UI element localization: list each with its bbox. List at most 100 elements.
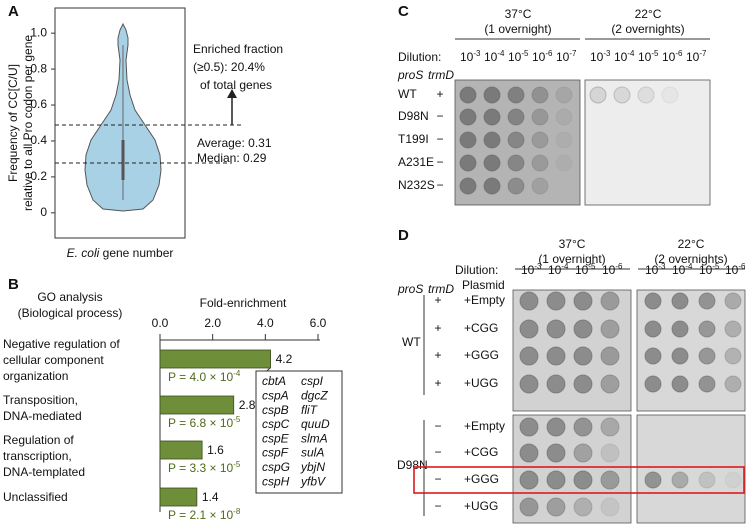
trmD-status: − — [436, 109, 443, 123]
column-header: trmD — [428, 282, 454, 296]
plasmid: +UGG — [464, 499, 498, 513]
annotation: Median: 0.29 — [197, 151, 267, 165]
colony-spot — [644, 347, 662, 365]
chart-title: GO analysis — [37, 290, 102, 304]
colony-spot — [573, 346, 593, 366]
condition-temp: 37°C — [505, 7, 532, 21]
annotation: Average: 0.31 — [197, 136, 272, 150]
colony-spot — [600, 470, 620, 490]
plasmid: +CGG — [464, 445, 498, 459]
colony-spot — [573, 374, 593, 394]
dilution-label: Dilution: — [398, 50, 441, 64]
dilution-base: 10 — [521, 263, 535, 277]
dilution-base: 10 — [548, 263, 562, 277]
plate — [584, 79, 711, 206]
colony-spot — [546, 374, 566, 394]
colony-spot — [555, 131, 573, 149]
colony-spot — [724, 320, 742, 338]
plasmid: +CGG — [464, 321, 498, 335]
dilution: 10-3 — [460, 49, 481, 65]
category-text: Transposition, DNA-mediated — [3, 393, 82, 423]
gene-name: cspB — [262, 403, 289, 417]
dilution-exp: -3 — [603, 49, 611, 58]
colony-spot — [531, 86, 549, 104]
x-tick-label: 2.0 — [204, 316, 221, 330]
colony-spot — [573, 470, 593, 490]
colony-spot — [546, 319, 566, 339]
colony-spot — [613, 86, 631, 104]
column-header: proS — [397, 68, 423, 82]
colony-spot — [459, 177, 477, 195]
value-label: 2.8 — [239, 398, 256, 412]
colony-spot — [507, 131, 525, 149]
category-label: Regulation of transcription, DNA-templat… — [3, 433, 86, 479]
colony-spot — [507, 86, 525, 104]
p-value-text: P = 2.1 × 10 — [168, 508, 233, 522]
plate — [636, 414, 746, 524]
dilution-base: 10 — [602, 263, 616, 277]
colony-spot — [573, 443, 593, 463]
colony-spot — [531, 108, 549, 126]
colony-spot — [671, 347, 689, 365]
p-value-text: P = 6.8 × 10 — [168, 416, 233, 430]
gene-name: slmA — [301, 431, 328, 445]
trmD-status: + — [436, 87, 443, 101]
colony-spot — [724, 347, 742, 365]
colony-spot — [573, 497, 593, 517]
colony-spot — [724, 375, 742, 393]
dilution-exp: -4 — [627, 49, 635, 58]
dilution-exp: -6 — [545, 49, 553, 58]
dilution-exp: -7 — [569, 49, 577, 58]
dilution: 10-4 — [614, 49, 635, 65]
strain: N232S — [398, 178, 435, 192]
trmD-status: − — [436, 132, 443, 146]
dilution-base: 10 — [672, 263, 686, 277]
dilution-exp: -3 — [534, 262, 542, 271]
dilution-base: 10 — [556, 50, 570, 64]
colony-spot — [724, 292, 742, 310]
dilution: 10-6 — [532, 49, 553, 65]
colony-spot — [600, 443, 620, 463]
dilution-base: 10 — [662, 50, 676, 64]
colony-spot — [671, 292, 689, 310]
gene-name: quuD — [301, 417, 330, 431]
dilution-base: 10 — [532, 50, 546, 64]
y-axis-label: Frequency of CC[C/U] — [6, 64, 20, 182]
strain: WT — [398, 87, 417, 101]
dilution: 10-7 — [686, 49, 707, 65]
colony-spot — [698, 320, 716, 338]
trmD-status: + — [434, 293, 441, 307]
colony-spot — [546, 470, 566, 490]
gene-name: ybjN — [300, 460, 325, 474]
bar — [159, 440, 203, 460]
annotation: Enriched fraction — [193, 42, 283, 56]
dilution-label: Dilution: — [455, 263, 498, 277]
column-header: trmD — [428, 68, 454, 82]
colony-spot — [483, 131, 501, 149]
colony-spot — [671, 471, 689, 489]
colony-spot — [644, 320, 662, 338]
colony-spot — [483, 86, 501, 104]
dilution-exp: -5 — [521, 49, 529, 58]
p-value-text: P = 4.0 × 10 — [168, 370, 233, 384]
colony-spot — [483, 108, 501, 126]
gene-name: sulA — [301, 446, 324, 460]
trmD-status: − — [434, 499, 441, 513]
strain: A231E — [398, 155, 434, 169]
colony-spot — [546, 346, 566, 366]
colony-spot — [459, 154, 477, 172]
category-text: Regulation of transcription, DNA-templat… — [3, 433, 86, 479]
strain: WT — [402, 335, 421, 349]
dilution-base: 10 — [645, 263, 659, 277]
p-value: P = 6.8 × 10-5 — [168, 415, 241, 431]
colony-spot — [507, 108, 525, 126]
value-label: 4.2 — [276, 352, 293, 366]
gene-box — [255, 370, 343, 494]
colony-spot — [573, 291, 593, 311]
plasmid: +GGG — [464, 348, 499, 362]
value-label: 1.4 — [202, 490, 219, 504]
colony-spot — [546, 417, 566, 437]
colony-spot — [573, 417, 593, 437]
colony-spot — [573, 319, 593, 339]
